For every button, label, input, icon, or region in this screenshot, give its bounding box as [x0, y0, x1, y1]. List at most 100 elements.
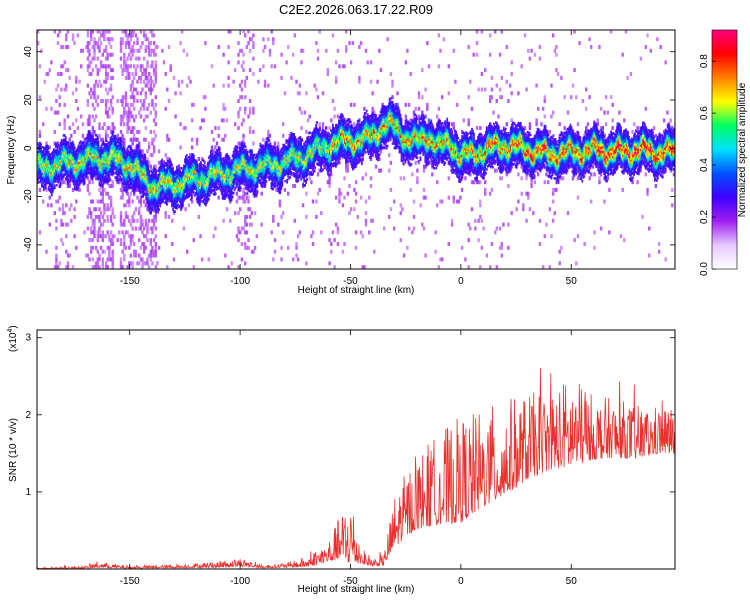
heatmap-cell	[484, 68, 487, 73]
heatmap-cell	[608, 187, 611, 192]
heatmap-cell	[159, 167, 161, 171]
heatmap-cell	[106, 169, 109, 172]
heatmap-cell	[51, 183, 54, 187]
heatmap-cell	[611, 126, 614, 131]
heatmap-cell	[149, 211, 152, 214]
heatmap-cell	[50, 178, 53, 182]
heatmap-cell	[65, 165, 68, 168]
heatmap-cell	[85, 175, 88, 179]
heatmap-cell	[364, 48, 368, 53]
heatmap-cell	[277, 222, 280, 227]
heatmap-cell	[44, 169, 47, 173]
heatmap-cell	[105, 143, 108, 147]
heatmap-cell	[91, 45, 94, 49]
heatmap-cell	[65, 33, 68, 38]
heatmap-cell	[389, 72, 393, 76]
heatmap-cell	[107, 165, 110, 168]
heatmap-cell	[154, 52, 157, 57]
heatmap-cell	[86, 166, 89, 169]
heatmap-cell	[245, 75, 248, 80]
heatmap-cell	[87, 130, 90, 133]
heatmap-cell	[169, 68, 172, 73]
heatmap-cell	[599, 106, 603, 111]
heatmap-cell	[128, 157, 131, 161]
heatmap-cell	[117, 168, 120, 172]
heatmap-cell	[123, 52, 126, 57]
heatmap-cell	[47, 168, 50, 171]
heatmap-cell	[128, 173, 131, 176]
heatmap-cell	[98, 183, 101, 187]
heatmap-cell	[51, 172, 54, 176]
heatmap-cell	[555, 52, 558, 57]
heatmap-cell	[141, 102, 144, 107]
heatmap-cell	[64, 138, 67, 141]
heatmap-cell	[41, 152, 43, 155]
heatmap-cell	[79, 157, 82, 161]
heatmap-cell	[61, 207, 65, 212]
heatmap-cell	[121, 114, 124, 119]
heatmap-cell	[154, 174, 156, 178]
heatmap-cell	[68, 158, 71, 162]
heatmap-cell	[42, 176, 44, 179]
heatmap-cell	[82, 161, 85, 164]
heatmap-cell	[93, 222, 96, 227]
heatmap-cell	[119, 257, 123, 262]
heatmap-cell	[126, 165, 129, 168]
heatmap-cell	[111, 261, 114, 266]
heatmap-cell	[128, 168, 131, 172]
heatmap-cell	[359, 195, 363, 200]
heatmap-cell	[359, 41, 363, 46]
heatmap-cell	[40, 147, 42, 150]
heatmap-cell	[527, 48, 530, 53]
heatmap-cell	[139, 30, 143, 34]
heatmap-cell	[551, 187, 555, 192]
heatmap-cell	[98, 170, 101, 174]
heatmap-cell	[76, 126, 80, 131]
heatmap-cell	[84, 166, 87, 169]
heatmap-cell	[50, 193, 53, 197]
heatmap-cell	[666, 110, 669, 115]
heatmap-cell	[53, 153, 56, 157]
heatmap-cell	[135, 168, 138, 172]
heatmap-cell	[102, 162, 105, 165]
heatmap-cell	[100, 144, 103, 148]
heatmap-cell	[139, 68, 143, 73]
heatmap-cell	[84, 155, 87, 158]
heatmap-cell	[131, 218, 134, 223]
heatmap-cell	[47, 188, 50, 191]
heatmap-cell	[44, 182, 47, 186]
heatmap-cell	[123, 156, 126, 160]
heatmap-cell	[38, 187, 42, 192]
heatmap-cell	[71, 173, 74, 176]
heatmap-cell	[153, 167, 155, 170]
heatmap-cell	[53, 265, 56, 269]
heatmap-cell	[106, 75, 109, 80]
heatmap-cell	[495, 168, 498, 173]
heatmap-cell	[207, 257, 210, 262]
heatmap-cell	[154, 181, 156, 184]
heatmap-cell	[88, 118, 91, 123]
heatmap-cell	[244, 242, 247, 246]
heatmap-cell	[109, 230, 113, 235]
heatmap-cell	[60, 139, 63, 142]
heatmap-cell	[648, 226, 651, 231]
heatmap-cell	[239, 83, 242, 88]
heatmap-cell	[143, 99, 146, 103]
heatmap-cell	[86, 168, 89, 171]
heatmap-cell	[191, 118, 194, 123]
heatmap-cell	[128, 52, 131, 57]
heatmap-cell	[61, 155, 64, 158]
heatmap-cell	[129, 238, 133, 243]
heatmap-cell	[67, 178, 70, 182]
heatmap-cell	[212, 137, 215, 142]
heatmap-cell	[108, 249, 111, 254]
heatmap-cell	[490, 75, 494, 80]
heatmap-cell	[143, 155, 146, 159]
heatmap-cell	[530, 172, 533, 177]
heatmap-cell	[151, 186, 153, 189]
heatmap-cell	[118, 178, 121, 182]
heatmap-cell	[133, 177, 136, 181]
heatmap-cell	[40, 48, 43, 53]
heatmap-cell	[477, 218, 480, 223]
heatmap-cell	[146, 181, 149, 185]
